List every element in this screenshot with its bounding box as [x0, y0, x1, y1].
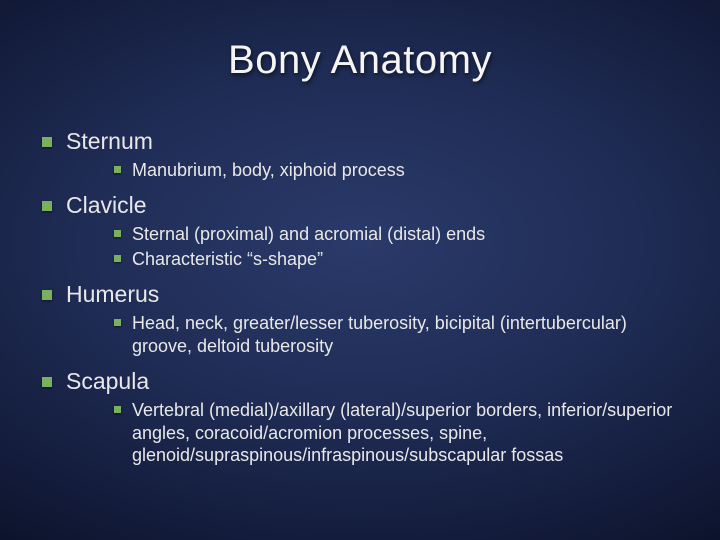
list-item: Vertebral (medial)/axillary (lateral)/su… [106, 399, 690, 467]
list-item: Characteristic “s-shape” [106, 248, 690, 271]
sub-list: Sternal (proximal) and acromial (distal)… [106, 223, 690, 270]
list-item: Sternal (proximal) and acromial (distal)… [106, 223, 690, 246]
bullet-list: Sternum Manubrium, body, xiphoid process… [30, 127, 690, 467]
list-item-label: Scapula [66, 368, 149, 394]
list-item-label: Humerus [66, 281, 159, 307]
sub-list: Manubrium, body, xiphoid process [106, 159, 690, 182]
list-item: Manubrium, body, xiphoid process [106, 159, 690, 182]
slide-title: Bony Anatomy [30, 38, 690, 83]
slide: Bony Anatomy Sternum Manubrium, body, xi… [0, 0, 720, 540]
list-item: Humerus Head, neck, greater/lesser tuber… [30, 280, 690, 357]
list-item-label: Head, neck, greater/lesser tuberosity, b… [132, 313, 627, 356]
list-item-label: Manubrium, body, xiphoid process [132, 160, 405, 180]
sub-list: Vertebral (medial)/axillary (lateral)/su… [106, 399, 690, 467]
list-item: Sternum Manubrium, body, xiphoid process [30, 127, 690, 181]
list-item: Scapula Vertebral (medial)/axillary (lat… [30, 367, 690, 466]
sub-list: Head, neck, greater/lesser tuberosity, b… [106, 312, 690, 357]
list-item: Clavicle Sternal (proximal) and acromial… [30, 191, 690, 270]
list-item-label: Sternum [66, 128, 153, 154]
list-item-label: Clavicle [66, 192, 147, 218]
list-item-label: Vertebral (medial)/axillary (lateral)/su… [132, 400, 672, 465]
list-item: Head, neck, greater/lesser tuberosity, b… [106, 312, 690, 357]
list-item-label: Characteristic “s-shape” [132, 249, 323, 269]
list-item-label: Sternal (proximal) and acromial (distal)… [132, 224, 485, 244]
